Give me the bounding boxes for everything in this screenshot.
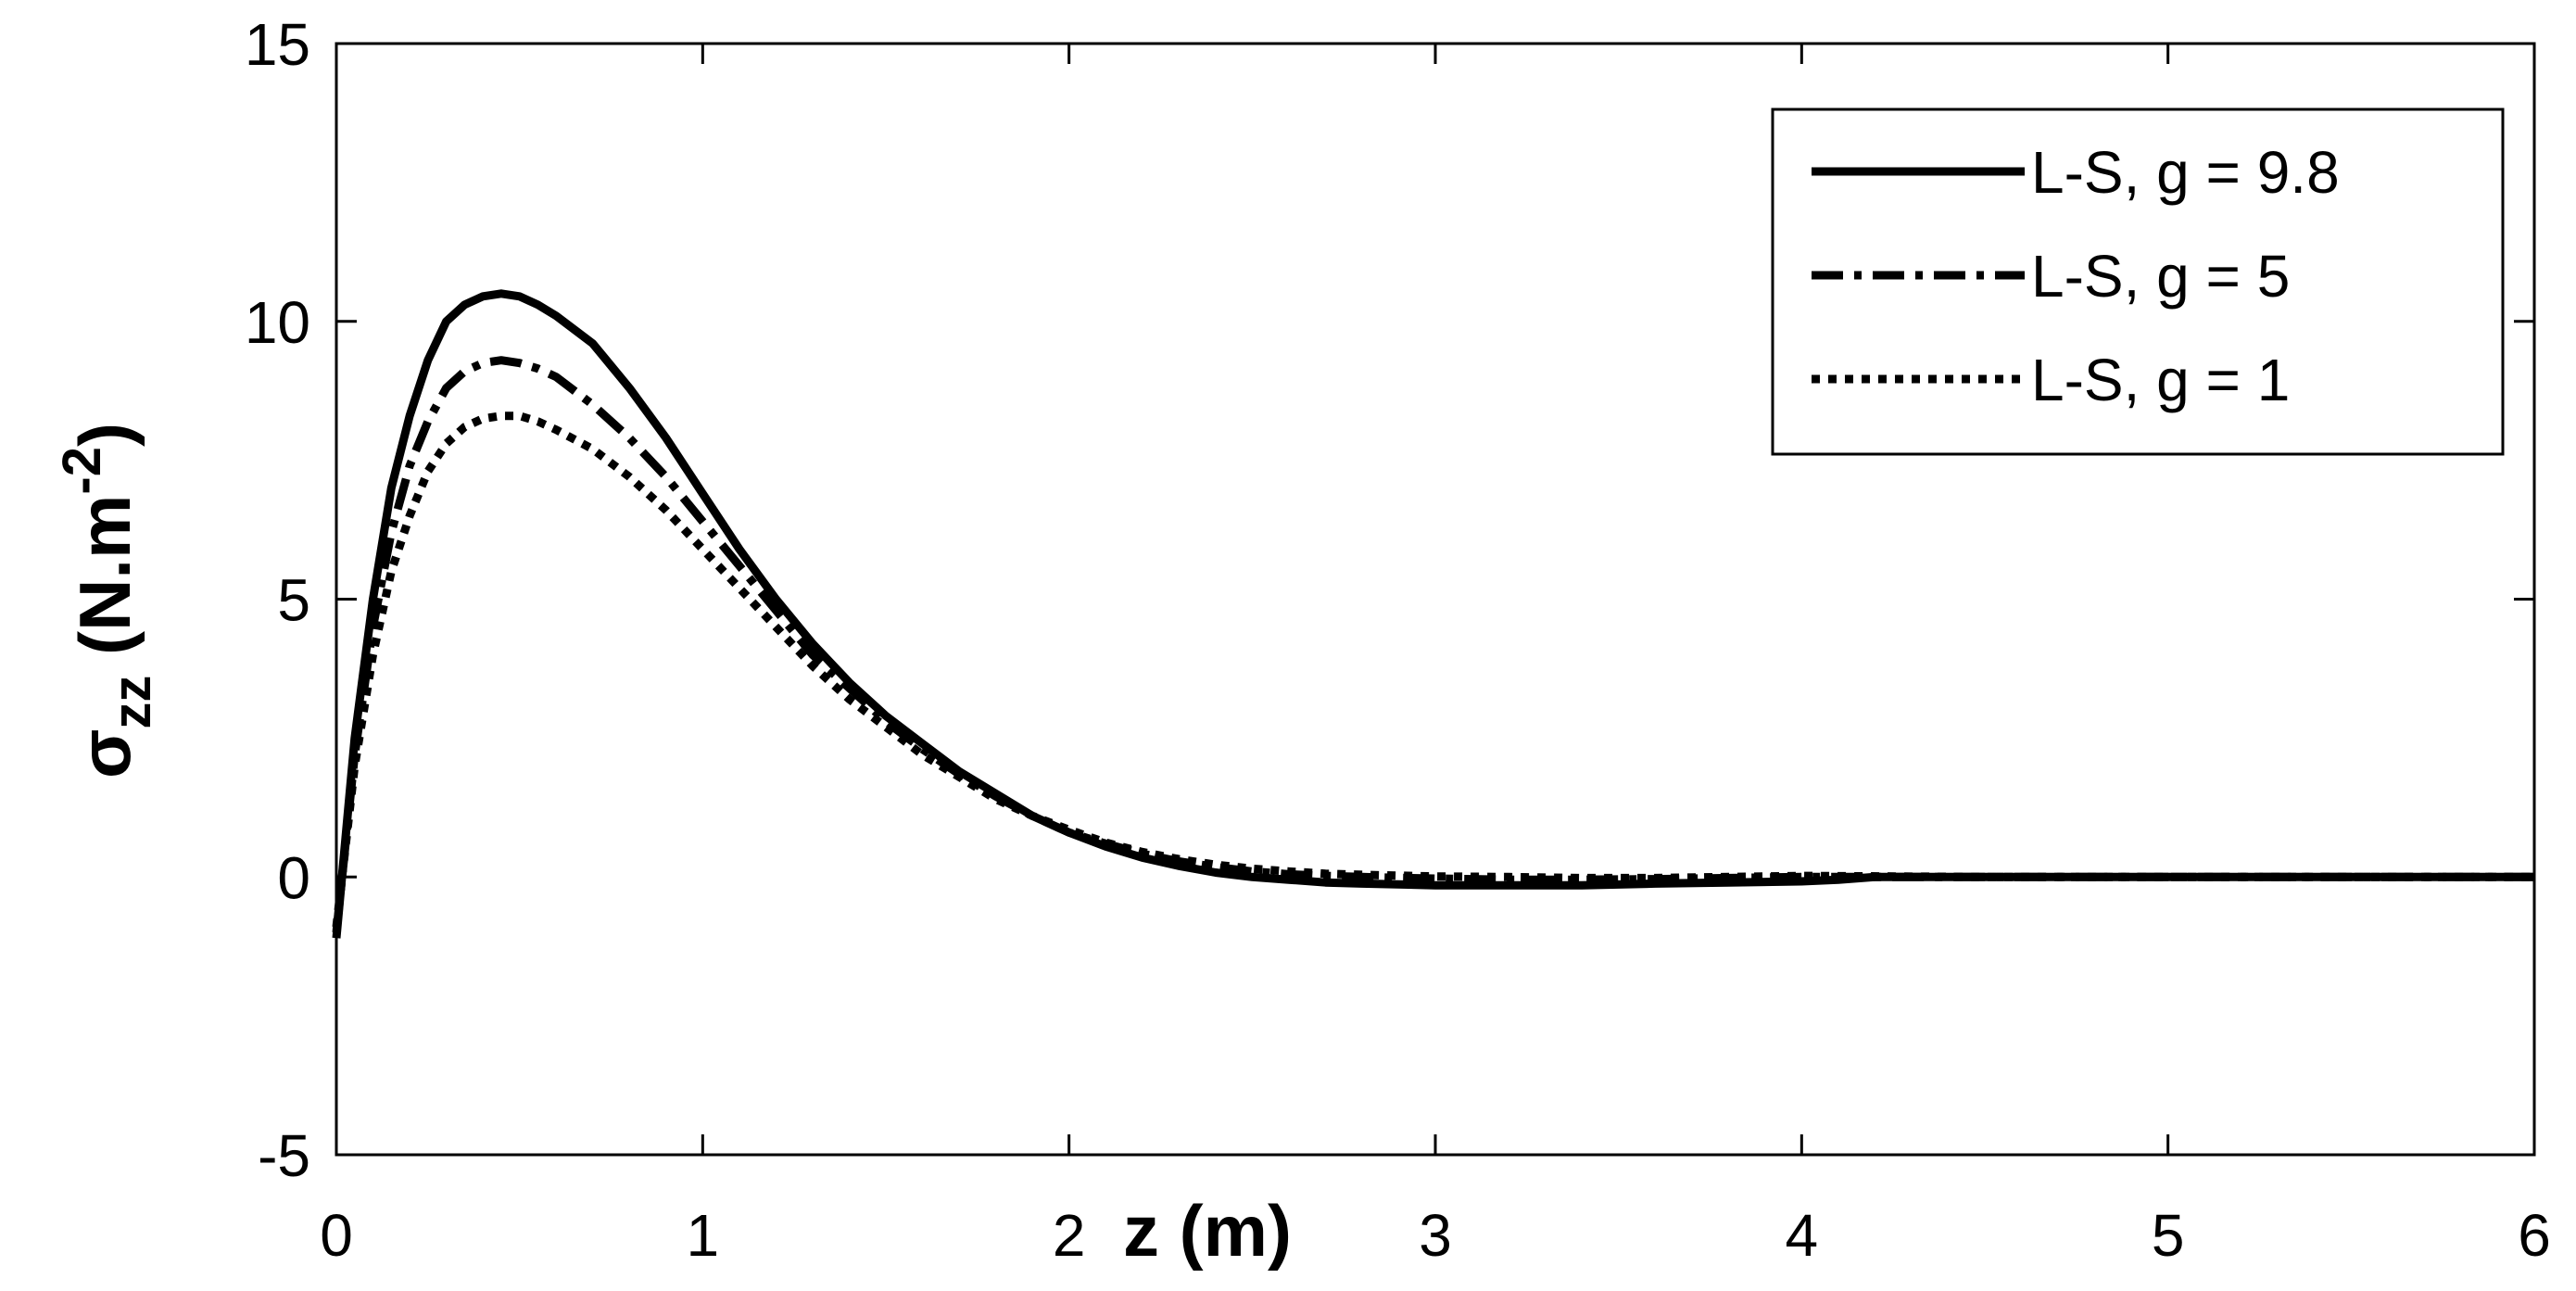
x-axis-title: z (m) [1123, 1190, 1292, 1272]
y-tick-label-2: 5 [277, 567, 310, 634]
series-layer [332, 289, 2534, 939]
x-tick-label-2: 2 [1053, 1202, 1086, 1269]
series-line-2 [332, 356, 2534, 933]
legend-box [1771, 108, 2505, 456]
y-tick-label-3: 10 [245, 289, 310, 356]
y-tick-label-4: 15 [245, 11, 310, 78]
x-tick-label-1: 1 [687, 1202, 720, 1269]
y-axis-title: σzz (N.m-2) [52, 423, 162, 778]
x-tick-label-4: 4 [1786, 1202, 1819, 1269]
y-axis-title-subscript: zz [102, 676, 162, 729]
y-tick-label-1: 0 [277, 844, 310, 911]
y-axis-title-close: ) [64, 423, 145, 447]
x-tick-label-6: 6 [2518, 1202, 2551, 1269]
series-line-3 [332, 411, 2534, 928]
legend-label-2: L-S, g = 5 [2031, 243, 2290, 310]
y-axis-title-sigma: σ [64, 729, 145, 778]
legend-label-3: L-S, g = 1 [2031, 347, 2290, 413]
y-tick-label-0: -5 [258, 1122, 310, 1189]
y-axis-title-exponent: -2 [52, 447, 112, 495]
plot-frame [335, 42, 2536, 1157]
x-tick-label-0: 0 [320, 1202, 353, 1269]
legend-label-1: L-S, g = 9.8 [2031, 139, 2340, 206]
y-axis-title-unit: (N.m [64, 495, 145, 676]
legend: L-S, g = 9.8 L-S, g = 5 L-S, g = 1 [1771, 108, 2505, 456]
x-tick-label-5: 5 [2152, 1202, 2185, 1269]
x-tick-label-3: 3 [1419, 1202, 1452, 1269]
